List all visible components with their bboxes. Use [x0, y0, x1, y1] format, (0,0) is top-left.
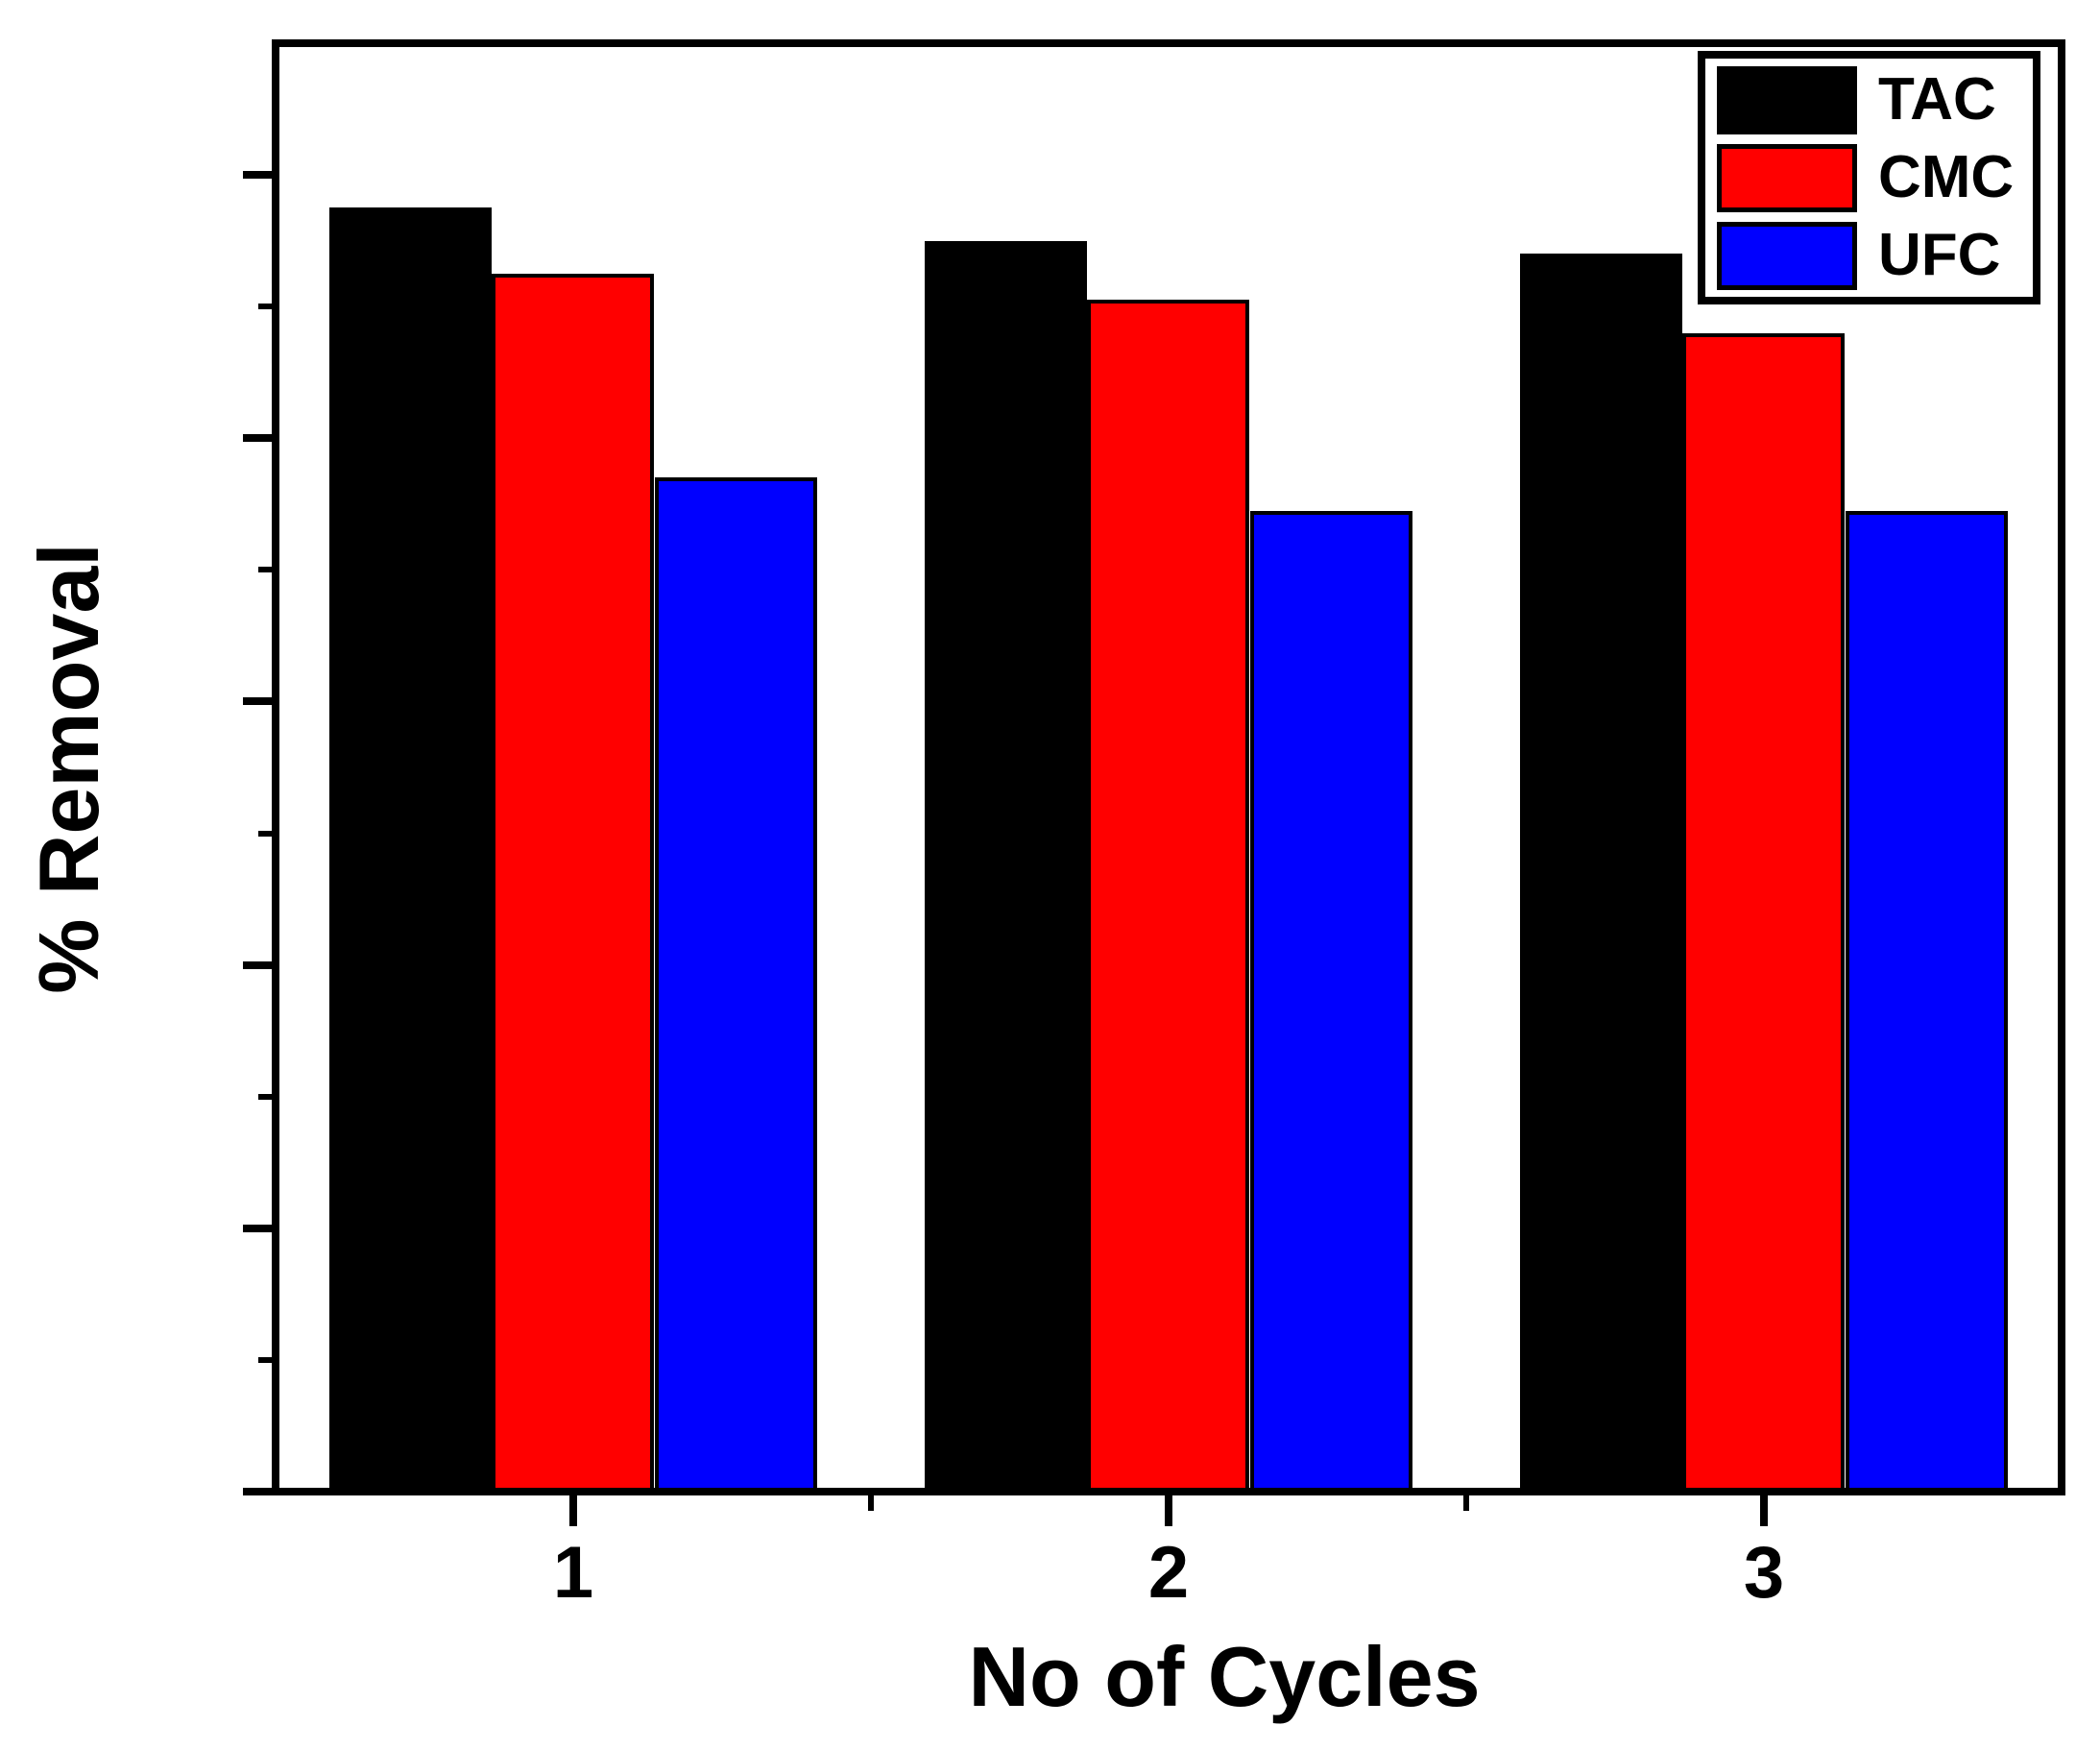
x-axis-title: No of Cycles	[968, 1629, 1481, 1724]
bar-ufc-3	[1845, 510, 2008, 1492]
y-major-tick-0	[243, 1488, 279, 1495]
y-major-tick-100	[243, 171, 279, 180]
bar-tac-2	[925, 240, 1088, 1492]
y-major-tick-40	[243, 960, 279, 969]
x-tick-label-2: 2	[1147, 1532, 1190, 1614]
legend-swatch-cmc	[1717, 143, 1857, 212]
y-major-tick-80	[243, 434, 279, 443]
x-major-tick-1	[569, 1492, 577, 1526]
y-major-tick-20	[243, 1224, 279, 1232]
bar-tac-1	[329, 207, 493, 1492]
bar-cmc-3	[1682, 332, 1846, 1492]
y-axis-title: % Removal	[21, 543, 116, 994]
y-major-tick-60	[243, 697, 279, 706]
x-tick-label-3: 3	[1743, 1532, 1785, 1614]
x-major-tick-3	[1760, 1492, 1768, 1526]
legend-label-tac: TAC	[1878, 66, 1996, 133]
legend-swatch-tac	[1717, 65, 1857, 134]
legend-label-ufc: UFC	[1878, 222, 2001, 288]
x-minor-tick-2.5	[1463, 1492, 1469, 1511]
y-minor-tick-10	[258, 1356, 279, 1363]
legend-item-tac: TAC	[1717, 65, 2021, 134]
legend-swatch-ufc	[1717, 221, 1857, 290]
legend: TAC CMC UFC	[1698, 51, 2040, 304]
y-minor-tick-90	[258, 304, 279, 310]
x-tick-label-1: 1	[552, 1532, 594, 1614]
legend-item-ufc: UFC	[1717, 221, 2021, 290]
x-minor-tick-1.5	[868, 1492, 874, 1511]
y-minor-tick-30	[258, 1093, 279, 1100]
bar-tac-3	[1520, 254, 1683, 1492]
legend-label-cmc: CMC	[1878, 144, 2015, 210]
bar-cmc-2	[1087, 300, 1250, 1492]
bar-ufc-1	[654, 477, 817, 1492]
y-minor-tick-70	[258, 567, 279, 573]
x-major-tick-2	[1165, 1492, 1172, 1526]
y-minor-tick-50	[258, 830, 279, 837]
bar-cmc-1	[492, 273, 655, 1492]
legend-item-cmc: CMC	[1717, 143, 2021, 212]
bar-ufc-2	[1249, 510, 1412, 1492]
